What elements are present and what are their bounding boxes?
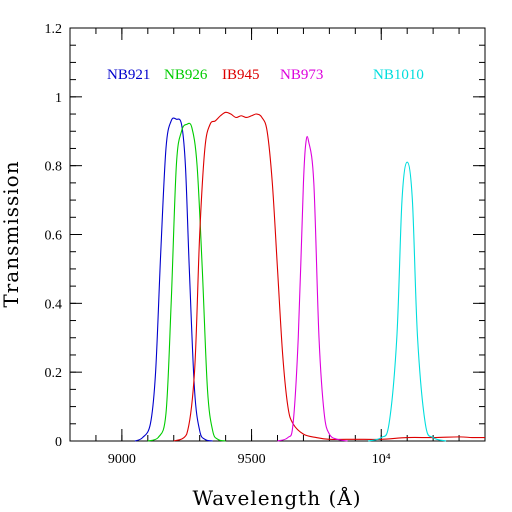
series-line-ib945 — [173, 111, 486, 442]
y-tick-label: 0.6 — [45, 229, 63, 244]
series-line-nb921 — [134, 117, 213, 442]
axes: 9000 9500 10⁴ 0 0.2 0.4 0.6 0.8 1 1.2 — [45, 22, 486, 467]
y-tick-label: 0.4 — [45, 297, 63, 312]
x-tick-label: 10⁴ — [372, 452, 391, 467]
x-tick-label: 9500 — [238, 452, 266, 467]
y-tick-label: 0.2 — [45, 366, 63, 381]
legend-label-nb921: NB921 — [107, 67, 150, 83]
legend-label-nb926: NB926 — [164, 67, 208, 83]
x-axis-title: Wavelength (Å) — [192, 485, 361, 510]
y-tick-label: 1 — [55, 91, 62, 106]
x-tick-label: 9000 — [108, 452, 136, 467]
plot-frame — [69, 27, 486, 442]
legend-label-nb1010: NB1010 — [373, 67, 424, 83]
series-curves — [134, 111, 486, 442]
series-line-nb926 — [147, 122, 226, 442]
series-line-nb973 — [277, 135, 348, 442]
y-axis-title: Transmission — [0, 160, 23, 307]
y-tick-label: 1.2 — [45, 22, 63, 37]
legend-label-ib945: IB945 — [222, 67, 260, 83]
y-tick-label: 0.8 — [45, 160, 63, 175]
y-tick-label: 0 — [55, 435, 62, 450]
legend: NB921 NB926 IB945 NB973 NB1010 — [107, 67, 424, 83]
legend-label-nb973: NB973 — [280, 67, 323, 83]
series-line-nb1010 — [368, 161, 447, 442]
